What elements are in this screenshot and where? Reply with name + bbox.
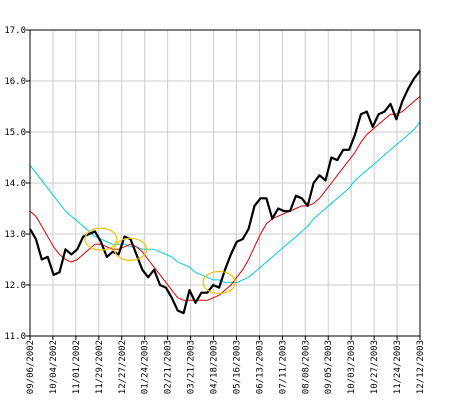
x-tick-label: 09/06/2002 [26, 340, 36, 394]
x-tick-label: 09/05/2003 [324, 340, 334, 394]
y-tick-label: 15.0 [4, 128, 26, 138]
series-lines [29, 70, 421, 315]
series-line-short-ma [29, 95, 421, 301]
x-tick-label: 12/27/2002 [118, 340, 128, 394]
highlight-ellipse [84, 227, 118, 251]
x-tick-label: 08/08/2003 [301, 340, 311, 394]
x-tick-label: 03/21/2003 [187, 340, 197, 394]
series-line-long-ma [29, 121, 421, 283]
axes [26, 29, 421, 340]
x-tick-label: 01/24/2003 [141, 340, 151, 394]
x-tick-labels: 09/06/2002 10/04/2002 11/01/2002 11/29/2002… [26, 340, 426, 394]
series-line-main [29, 70, 421, 315]
x-tick-label: 10/04/2002 [49, 340, 59, 394]
x-tick-label: 06/13/2003 [255, 340, 265, 394]
x-tick-label: 12/12/2003 [416, 340, 426, 394]
y-tick-labels: 11.0 12.0 13.0 14.0 15.0 16.0 17.0 [4, 26, 26, 342]
x-tick-label: 05/16/2003 [232, 340, 242, 394]
highlight-ellipse [202, 270, 236, 295]
x-tick-label: 04/18/2003 [210, 340, 220, 394]
y-tick-label: 14.0 [4, 179, 26, 189]
x-tick-label: 11/01/2002 [72, 340, 82, 394]
y-tick-label: 13.0 [4, 230, 26, 240]
x-tick-label: 02/21/2003 [164, 340, 174, 394]
y-tick-label: 16.0 [4, 77, 26, 87]
x-tick-label: 11/24/2003 [393, 340, 403, 394]
highlight-ellipse [113, 237, 148, 261]
x-tick-label: 10/27/2003 [370, 340, 380, 394]
x-tick-label: 07/11/2003 [278, 340, 288, 394]
y-tick-label: 11.0 [4, 332, 26, 342]
plot-frame [29, 29, 421, 337]
y-tick-label: 17.0 [4, 26, 26, 36]
y-tick-label: 12.0 [4, 281, 26, 291]
x-tick-label: 11/29/2002 [95, 340, 105, 394]
x-tick-label: 10/03/2003 [347, 340, 357, 394]
highlight-ellipses [84, 227, 236, 295]
